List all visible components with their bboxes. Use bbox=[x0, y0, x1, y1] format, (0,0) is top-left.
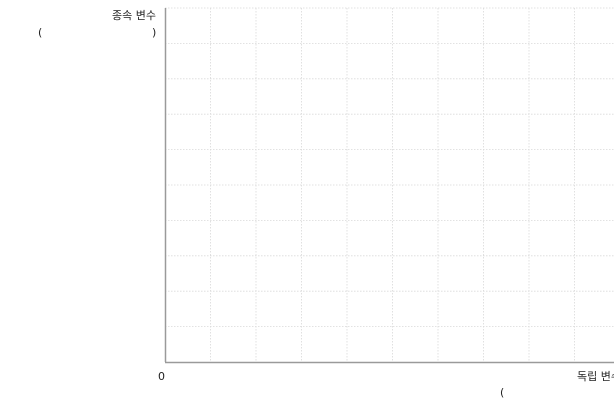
origin-label: 0 bbox=[158, 370, 165, 383]
y-axis-unit-close-paren: ) bbox=[152, 26, 157, 39]
grid-lines bbox=[165, 7, 614, 362]
y-axis-unit-open-paren: ( bbox=[38, 26, 43, 39]
x-axis-label: 독립 변수 bbox=[577, 370, 614, 383]
y-axis-label: 종속 변수 bbox=[112, 9, 156, 22]
x-axis-unit-open-paren: ( bbox=[500, 386, 505, 399]
